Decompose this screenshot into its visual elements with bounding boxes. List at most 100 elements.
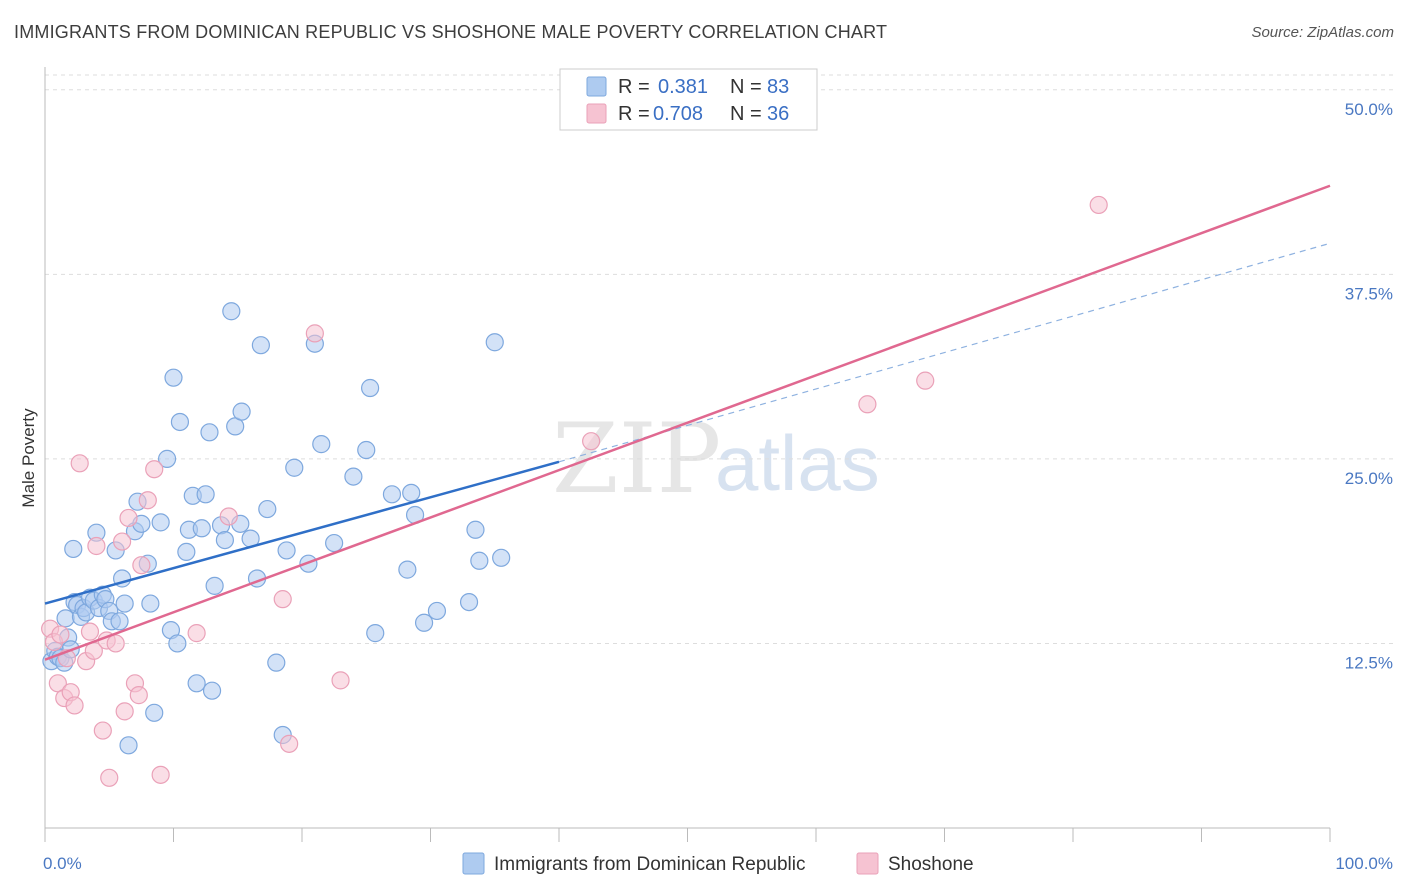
- data-point-blue: [177, 542, 196, 562]
- data-point-blue: [398, 560, 417, 579]
- trend-line-blue: [44, 460, 560, 605]
- data-point-pink: [65, 696, 84, 715]
- series-legend-swatch-blue: [462, 852, 485, 875]
- data-point-blue: [115, 594, 134, 613]
- data-point-blue: [205, 576, 224, 595]
- data-point-pink: [582, 432, 601, 451]
- data-point-pink: [187, 624, 206, 643]
- data-point-pink: [87, 536, 106, 556]
- trend-lines: [44, 184, 1331, 661]
- data-point-blue: [459, 592, 479, 612]
- data-point-blue: [277, 541, 296, 560]
- data-point-pink: [1089, 195, 1108, 215]
- data-point-blue: [170, 412, 190, 432]
- data-point-blue: [232, 402, 251, 421]
- data-point-pink: [858, 395, 877, 414]
- data-point-pink: [93, 721, 112, 740]
- legend-r-value-pink: 0.708: [653, 103, 703, 125]
- data-point-blue: [141, 594, 160, 613]
- y-tick-label: 25.0%: [1345, 469, 1393, 488]
- data-point-pink: [138, 491, 157, 510]
- chart-title: IMMIGRANTS FROM DOMINICAN REPUBLIC VS SH…: [14, 22, 888, 42]
- series-legend-swatch-pink: [856, 852, 879, 875]
- data-point-blue: [151, 513, 170, 532]
- data-point-blue: [215, 530, 234, 550]
- axes: [44, 67, 1331, 842]
- data-point-blue: [366, 624, 385, 643]
- data-point-pink: [132, 556, 151, 575]
- data-point-blue: [344, 467, 363, 486]
- data-point-blue: [357, 440, 376, 460]
- data-point-blue: [312, 435, 331, 454]
- data-point-pink: [119, 508, 138, 528]
- watermark-atlas: atlas: [715, 419, 880, 507]
- data-point-pink: [70, 454, 89, 473]
- y-tick-label: 37.5%: [1345, 284, 1393, 303]
- data-point-pink: [51, 625, 70, 644]
- y-tick-label: 12.5%: [1345, 653, 1393, 672]
- trend-line-pink: [44, 184, 1331, 661]
- data-point-pink: [145, 460, 164, 479]
- data-point-blue: [466, 520, 485, 539]
- legend-n-value-pink: 36: [767, 103, 789, 125]
- data-point-blue: [492, 548, 511, 567]
- data-point-blue: [164, 368, 183, 387]
- source-label: Source: ZipAtlas.com: [1251, 24, 1394, 41]
- legend-n-label-pink: N =: [730, 103, 762, 125]
- x-tick-labels: 0.0% 100.0%: [43, 854, 1393, 873]
- data-point-blue: [196, 485, 215, 504]
- legend-r-value-blue: 0.381: [658, 76, 708, 98]
- series-legend-label-blue: Immigrants from Dominican Republic: [494, 854, 806, 875]
- data-point-pink: [100, 768, 119, 787]
- data-point-blue: [157, 449, 177, 468]
- data-point-pink: [129, 686, 148, 705]
- data-point-pink: [331, 671, 350, 690]
- data-point-blue: [187, 674, 206, 693]
- data-point-blue: [200, 423, 219, 442]
- data-point-blue: [145, 703, 164, 722]
- data-point-blue: [119, 736, 138, 755]
- data-point-blue: [285, 458, 304, 477]
- data-point-pink: [273, 590, 292, 609]
- legend-swatch-pink: [586, 103, 607, 124]
- data-point-pink: [305, 324, 324, 343]
- data-point-pink: [115, 702, 134, 721]
- y-tick-label: 50.0%: [1345, 100, 1393, 119]
- y-axis-label: Male Poverty: [19, 408, 38, 508]
- data-point-blue: [485, 333, 504, 352]
- data-point-blue: [325, 533, 344, 553]
- data-point-blue: [402, 483, 421, 502]
- data-point-blue: [361, 378, 380, 398]
- legend-n-label-blue: N =: [730, 76, 762, 98]
- data-point-pink: [151, 765, 170, 784]
- data-point-blue: [470, 551, 489, 570]
- data-point-blue: [56, 609, 75, 628]
- data-point-blue: [414, 613, 434, 632]
- data-point-pink: [80, 622, 100, 641]
- data-point-blue: [427, 601, 447, 621]
- legend-n-value-blue: 83: [767, 76, 789, 98]
- data-point-blue: [222, 302, 241, 321]
- x-tick-label: 0.0%: [43, 854, 82, 873]
- series-blue-points: [42, 302, 511, 755]
- data-point-blue: [202, 681, 222, 700]
- series-legend-label-pink: Shoshone: [888, 854, 974, 875]
- trend-line-blue-extended: [558, 242, 1331, 463]
- data-point-pink: [916, 371, 935, 390]
- data-point-blue: [267, 653, 286, 672]
- data-point-blue: [110, 612, 129, 631]
- stats-legend: R = 0.381 N = 83 R = 0.708 N = 36: [559, 68, 818, 131]
- gridlines: [45, 74, 1395, 644]
- data-point-blue: [64, 539, 83, 559]
- data-point-blue: [258, 499, 277, 519]
- data-point-pink: [106, 634, 125, 653]
- data-point-blue: [192, 519, 211, 538]
- series-legend: Immigrants from Dominican Republic Shosh…: [462, 852, 974, 875]
- legend-r-label-blue: R =: [618, 76, 650, 98]
- legend-r-label-pink: R =: [618, 103, 650, 125]
- data-point-blue: [382, 485, 402, 504]
- data-point-pink: [112, 532, 132, 551]
- legend-swatch-blue: [586, 76, 607, 97]
- y-tick-labels: 12.5% 25.0% 37.5% 50.0%: [1345, 100, 1393, 673]
